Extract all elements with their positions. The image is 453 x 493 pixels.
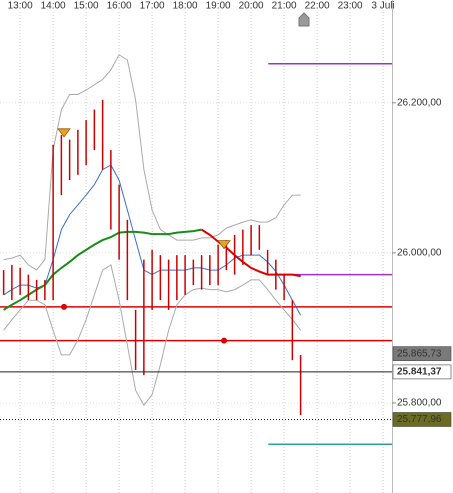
price-label-box: [392, 412, 452, 427]
x-tick-label: 14:00: [41, 1, 66, 12]
scroll-marker[interactable]: [298, 12, 310, 27]
x-tick-label: 13:00: [8, 1, 33, 12]
x-tick-label: 17:00: [140, 1, 165, 12]
price-label-box: [392, 364, 452, 380]
signal-dot: [221, 337, 228, 344]
y-tick-label: 26.200,00: [397, 97, 442, 108]
signal-dot: [61, 303, 68, 310]
signal-marker: [57, 128, 71, 138]
y-tick-label: 26.000,00: [397, 248, 442, 259]
x-tick-label: 22:00: [305, 1, 330, 12]
price-label: 25.777,96: [397, 414, 442, 425]
x-tick-label: 21:00: [272, 1, 297, 12]
x-tick-label: 23:00: [338, 1, 363, 12]
x-tick-label: 16:00: [107, 1, 132, 12]
x-tick-label: 15:00: [74, 1, 99, 12]
x-tick-label: 3 Juli: [371, 1, 394, 12]
price-label-box: [392, 346, 452, 361]
indicator-line: [201, 228, 301, 278]
y-tick-label: 25.800,00: [397, 398, 442, 409]
x-tick-label: 18:00: [173, 1, 198, 12]
x-tick-label: 19:00: [206, 1, 231, 12]
x-tick-label: 20:00: [239, 1, 264, 12]
signal-marker: [217, 240, 231, 250]
indicator-line: [3, 264, 301, 407]
price-label: 25.865,73: [397, 348, 442, 359]
price-label: 25.841,37: [397, 367, 442, 378]
